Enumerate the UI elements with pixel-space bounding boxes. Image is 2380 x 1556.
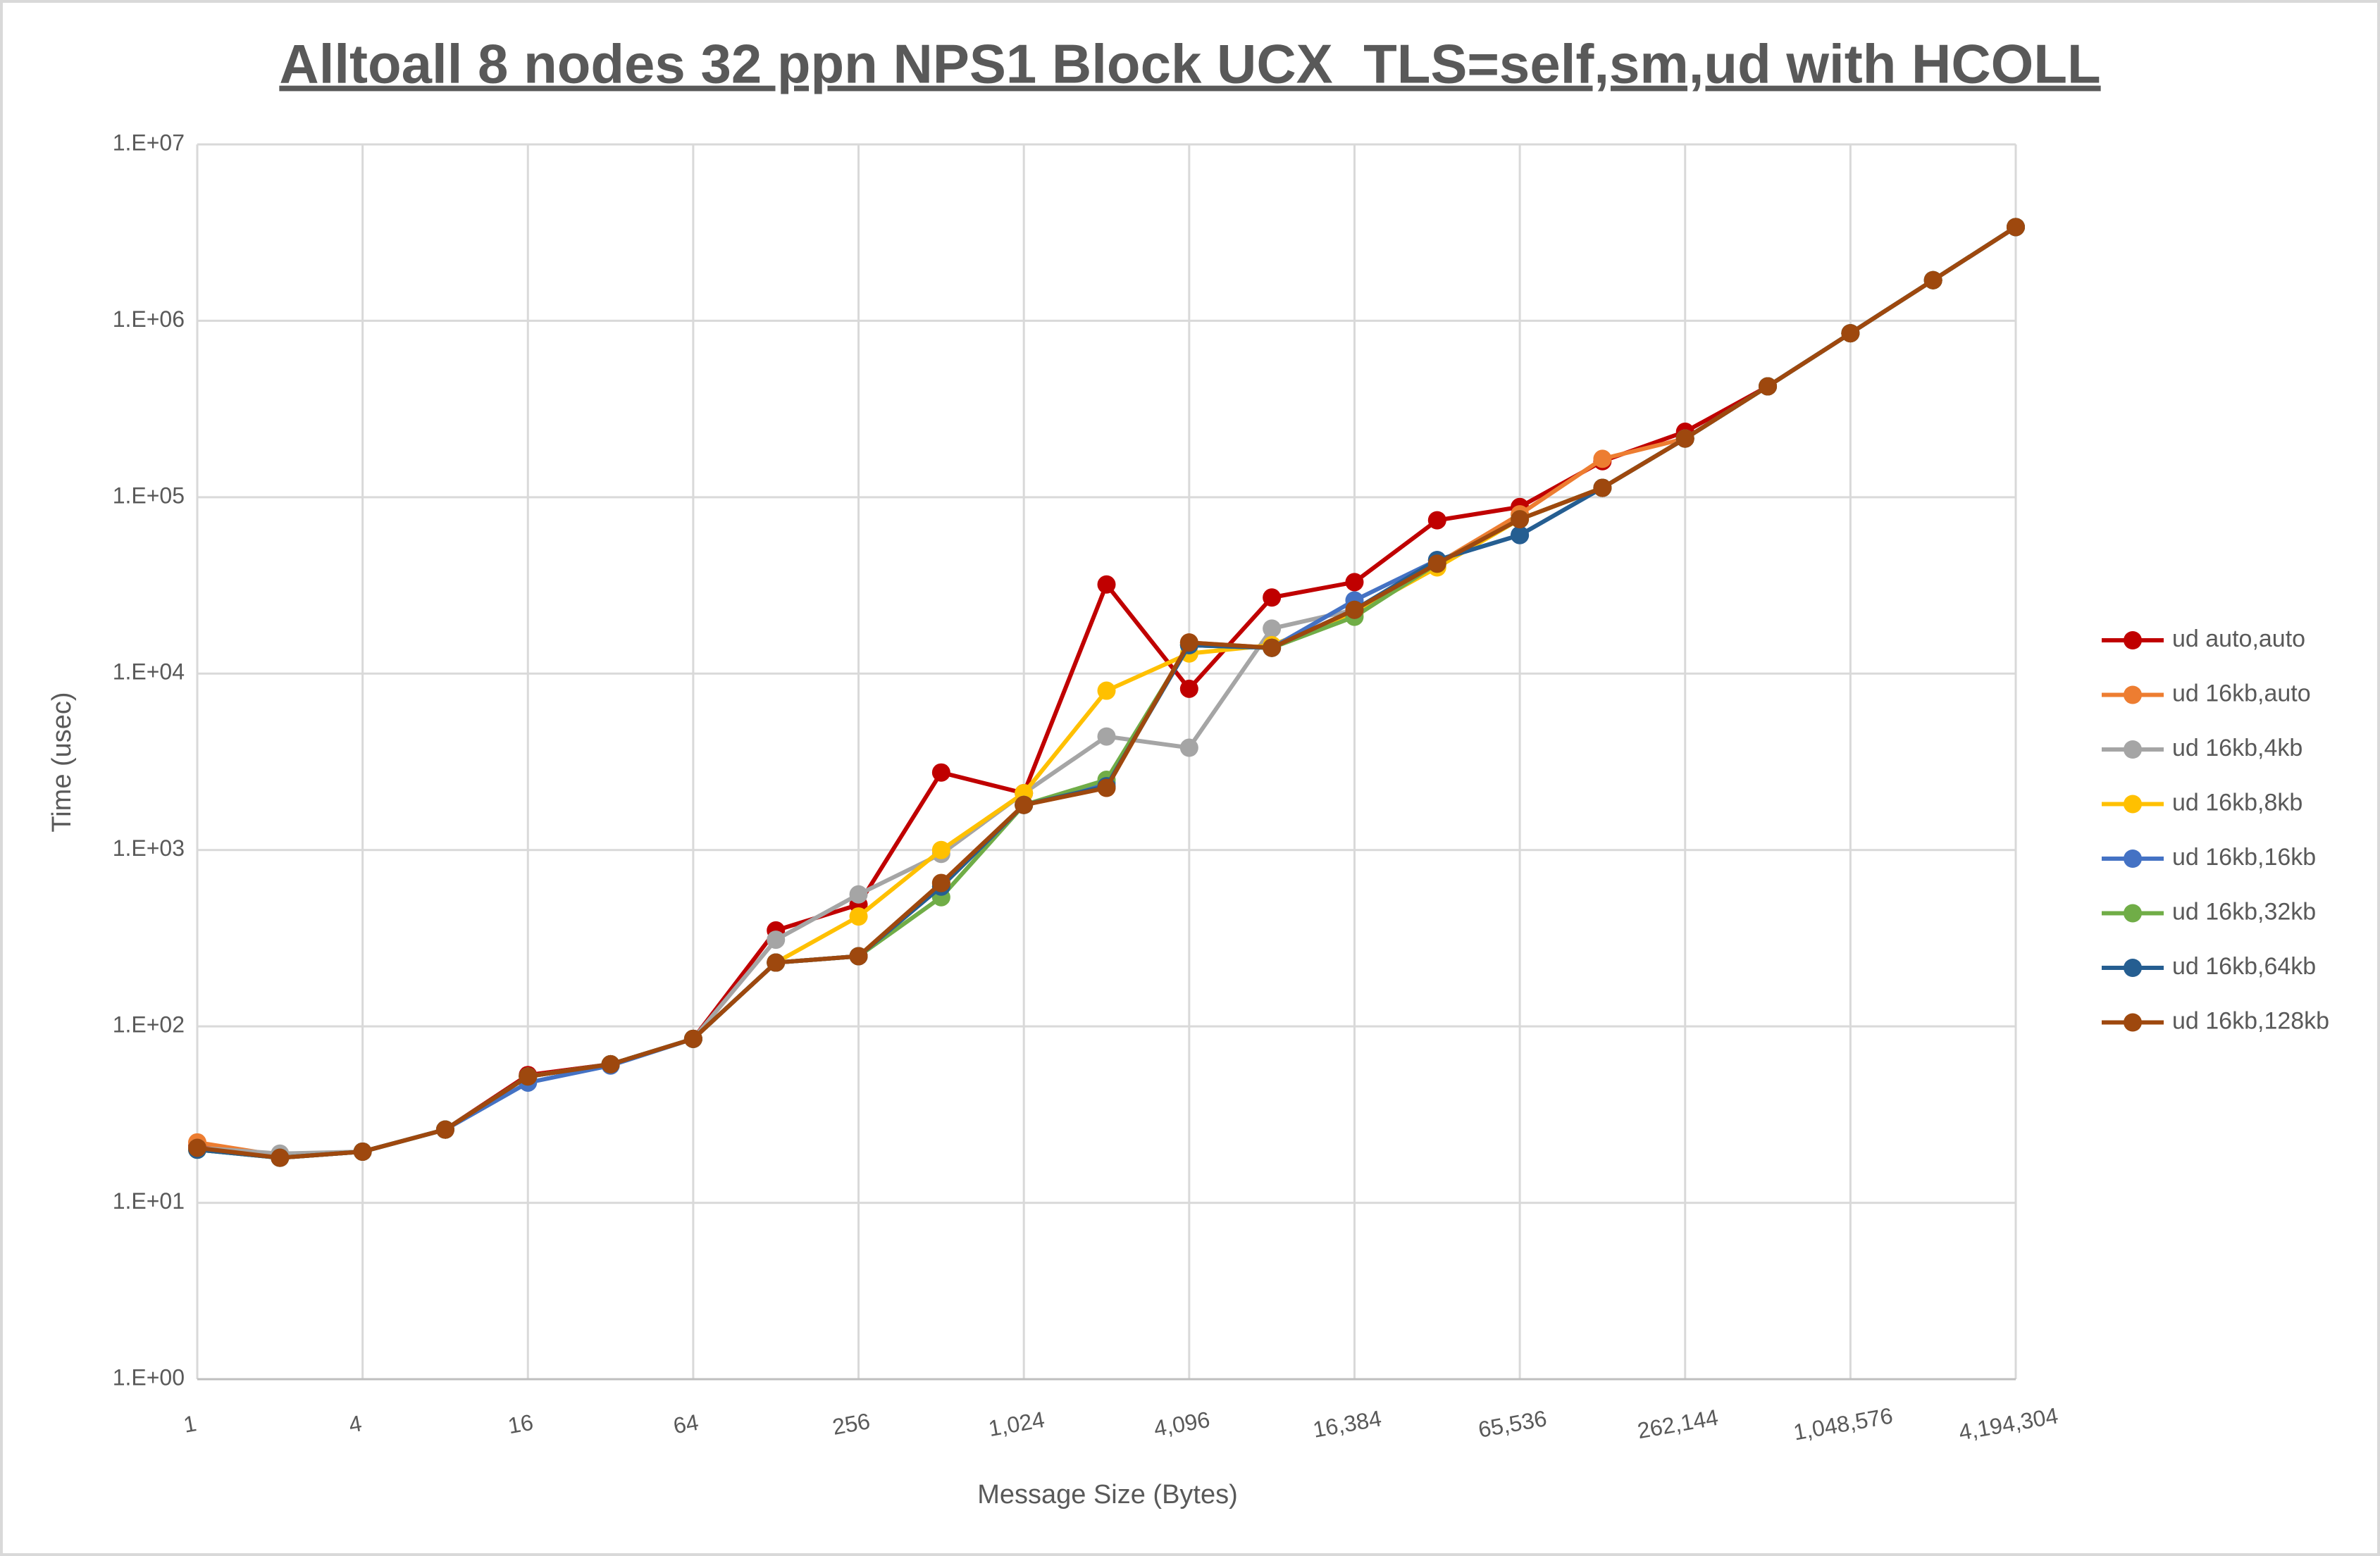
data-point [271,1148,290,1167]
y-tick-label: 1.E+03 [113,835,185,861]
data-point [1345,573,1364,592]
legend-label: ud 16kb,4kb [2172,735,2302,761]
data-point [1593,478,1612,497]
data-point [2007,218,2025,237]
data-point [1097,575,1116,594]
x-tick-label: 16 [506,1409,535,1439]
data-point [683,1029,702,1048]
data-point [519,1067,538,1086]
y-tick-label: 1.E+02 [113,1012,185,1038]
data-point [1179,633,1198,652]
data-point [1097,681,1116,700]
x-tick-label: 1 [182,1410,199,1438]
legend-marker [2124,685,2142,704]
data-point [1427,511,1446,530]
legend-label: ud 16kb,128kb [2172,1007,2329,1034]
x-axis-title: Message Size (Bytes) [977,1480,1238,1510]
data-point [1097,727,1116,746]
data-point [1923,270,1942,290]
x-tick-label: 4 [347,1410,364,1438]
legend-marker [2124,795,2142,814]
data-point [1427,554,1446,573]
data-point [188,1138,206,1157]
data-point [1179,738,1198,757]
legend-marker [2124,849,2142,868]
data-point [601,1054,620,1073]
data-point [931,763,950,782]
data-point [931,840,950,859]
x-tick-label: 64 [671,1409,700,1439]
data-point [849,885,868,904]
data-point [849,947,868,966]
y-tick-label: 1.E+06 [113,306,185,332]
legend-marker [2124,959,2142,977]
y-tick-label: 1.E+00 [113,1364,185,1390]
legend-label: ud 16kb,32kb [2172,898,2316,925]
data-point [1263,638,1282,657]
data-point [767,953,786,972]
chart-title: Alltoall 8 nodes 32 ppn NPS1 Block UCX_T… [279,33,2100,95]
legend-marker [2124,1013,2142,1032]
legend-label: ud 16kb,64kb [2172,953,2316,980]
legend-label: ud 16kb,auto [2172,680,2311,707]
y-tick-label: 1.E+01 [113,1188,185,1214]
legend-label: ud 16kb,8kb [2172,789,2302,816]
data-point [1015,795,1034,814]
data-point [1263,619,1282,638]
data-point [1345,600,1364,619]
legend-marker [2124,631,2142,649]
y-tick-label: 1.E+07 [113,130,185,155]
data-point [849,907,868,926]
y-tick-label: 1.E+05 [113,483,185,508]
y-tick-label: 1.E+04 [113,659,185,685]
data-point [931,873,950,892]
data-point [1097,778,1116,797]
data-point [1263,588,1282,607]
data-point [435,1120,454,1139]
data-point [1179,679,1198,698]
data-point [1759,377,1778,396]
data-point [767,931,786,950]
data-point [1511,510,1530,529]
data-point [1841,324,1860,343]
legend-label: ud auto,auto [2172,625,2305,652]
legend-marker [2124,904,2142,923]
y-axis-title: Time (usec) [47,692,77,832]
legend-marker [2124,740,2142,759]
legend-label: ud 16kb,16kb [2172,844,2316,871]
data-point [353,1142,372,1161]
data-point [1593,449,1612,468]
data-point [1675,429,1694,448]
data-point [1511,525,1530,544]
